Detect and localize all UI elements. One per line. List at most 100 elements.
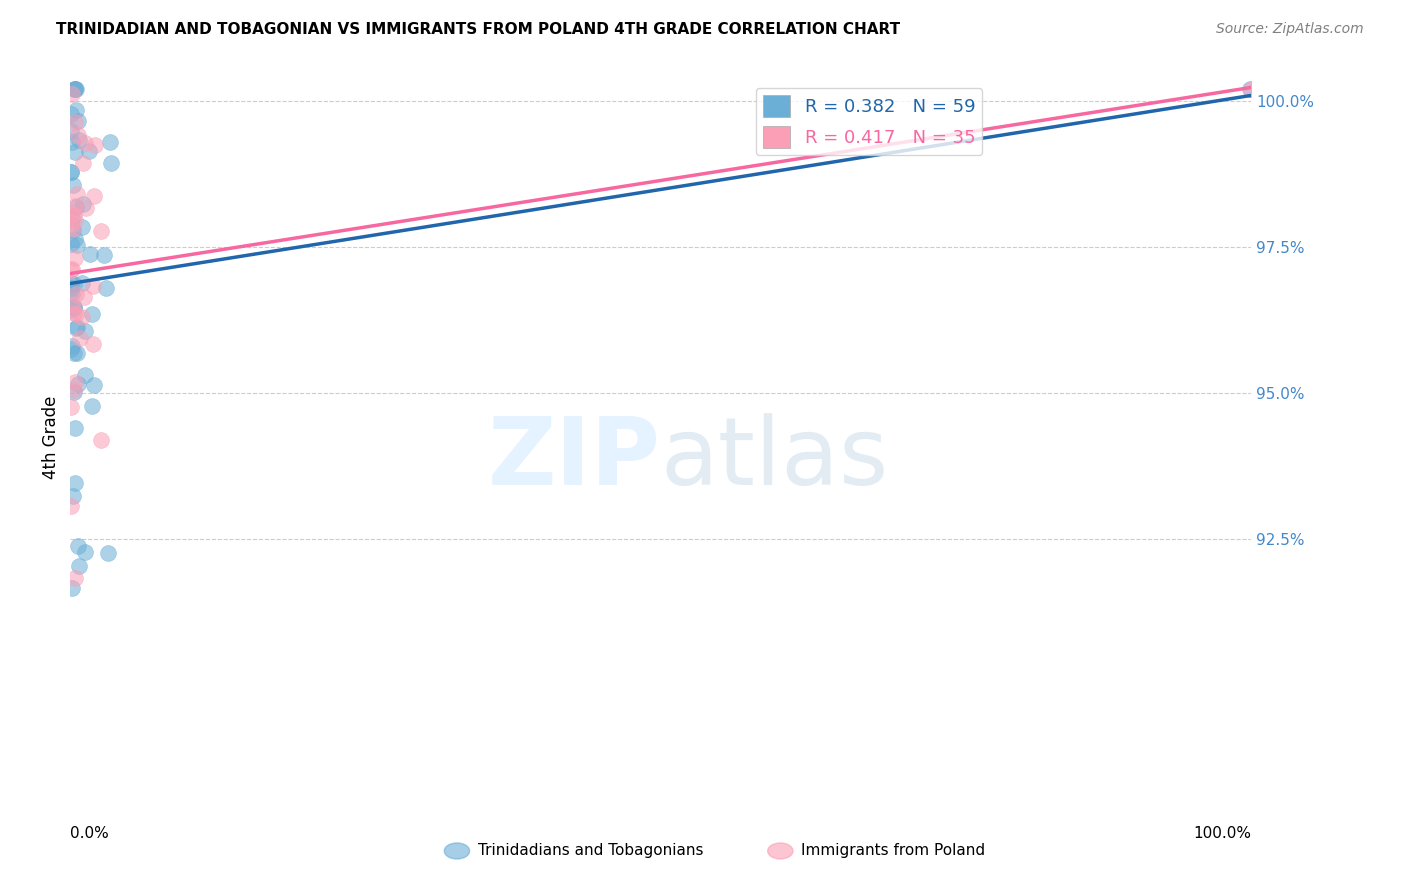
Point <box>73 324 96 338</box>
Point <box>66 237 89 252</box>
Point <box>75 202 97 216</box>
Point <box>65 320 87 334</box>
Point <box>70 219 93 234</box>
Point <box>67 377 90 392</box>
Point <box>62 209 84 223</box>
Point <box>65 213 87 227</box>
Point <box>60 211 83 226</box>
Point <box>60 262 83 277</box>
Text: 0.0%: 0.0% <box>70 826 110 841</box>
Point <box>83 189 105 203</box>
Point <box>62 222 84 236</box>
Point <box>67 114 90 128</box>
Point <box>62 222 84 236</box>
Point <box>60 401 83 415</box>
Point <box>59 499 82 513</box>
Point <box>69 132 91 146</box>
Point <box>70 276 93 290</box>
Text: Trinidadians and Tobagonians: Trinidadians and Tobagonians <box>478 844 703 858</box>
Point <box>59 107 82 121</box>
Point <box>66 539 89 553</box>
Point <box>60 165 83 179</box>
Text: TRINIDADIAN AND TOBAGONIAN VS IMMIGRANTS FROM POLAND 4TH GRADE CORRELATION CHART: TRINIDADIAN AND TOBAGONIAN VS IMMIGRANTS… <box>56 22 900 37</box>
Point <box>69 330 91 344</box>
Point <box>79 247 101 261</box>
Point <box>83 378 105 392</box>
Text: ZIP: ZIP <box>488 413 661 505</box>
Point <box>66 186 89 201</box>
Point <box>82 337 104 351</box>
Point <box>59 237 82 252</box>
Point <box>59 218 82 232</box>
Point <box>60 298 83 312</box>
Point <box>65 251 87 265</box>
Point <box>63 145 86 159</box>
Point <box>73 368 96 382</box>
Point <box>73 544 96 558</box>
Point <box>67 558 90 573</box>
Point <box>66 346 89 360</box>
Point <box>60 302 83 317</box>
Point <box>98 136 121 150</box>
Point <box>60 135 83 149</box>
Point <box>93 248 115 262</box>
Point <box>62 301 84 315</box>
Point <box>59 205 82 219</box>
Point <box>59 281 82 295</box>
Point <box>66 128 89 142</box>
Point <box>63 232 86 246</box>
Point <box>77 144 100 158</box>
Point <box>60 286 83 301</box>
Point <box>60 87 83 102</box>
Point <box>63 115 86 129</box>
Point <box>59 343 82 357</box>
Point <box>90 224 112 238</box>
Point <box>62 345 84 359</box>
Point <box>63 375 86 389</box>
Point <box>94 281 117 295</box>
Point <box>63 475 86 490</box>
Point <box>82 399 104 413</box>
Point <box>60 124 83 138</box>
Text: Immigrants from Poland: Immigrants from Poland <box>801 844 986 858</box>
Y-axis label: 4th Grade: 4th Grade <box>42 395 60 479</box>
Text: atlas: atlas <box>661 413 889 505</box>
Point <box>65 307 87 321</box>
Point <box>62 489 84 503</box>
Point <box>80 307 103 321</box>
Point <box>1240 82 1263 96</box>
Text: 100.0%: 100.0% <box>1194 826 1251 841</box>
Point <box>65 570 87 584</box>
Point <box>63 82 86 96</box>
Point <box>60 285 83 300</box>
Point <box>72 156 94 170</box>
Point <box>97 546 120 560</box>
Point <box>65 82 87 96</box>
Point <box>63 306 86 320</box>
Point <box>75 136 97 150</box>
Point <box>65 200 87 214</box>
Point <box>84 137 107 152</box>
Point <box>65 103 87 117</box>
Point <box>62 383 84 397</box>
Point <box>60 339 83 353</box>
Point <box>66 320 89 334</box>
Point <box>90 433 112 447</box>
Point <box>65 82 87 96</box>
Point <box>63 277 86 292</box>
Point <box>1239 82 1261 96</box>
Point <box>72 197 94 211</box>
Point <box>59 276 82 290</box>
Point <box>59 165 82 179</box>
Point <box>100 155 122 169</box>
Text: Source: ZipAtlas.com: Source: ZipAtlas.com <box>1216 22 1364 37</box>
Point <box>62 82 84 96</box>
Point <box>62 385 84 400</box>
Point <box>60 581 83 595</box>
Point <box>82 279 104 293</box>
Point <box>60 263 83 277</box>
Legend: R = 0.382   N = 59, R = 0.417   N = 35: R = 0.382 N = 59, R = 0.417 N = 35 <box>756 87 983 155</box>
Point <box>70 310 93 324</box>
Point <box>63 300 86 314</box>
Point <box>65 287 87 301</box>
